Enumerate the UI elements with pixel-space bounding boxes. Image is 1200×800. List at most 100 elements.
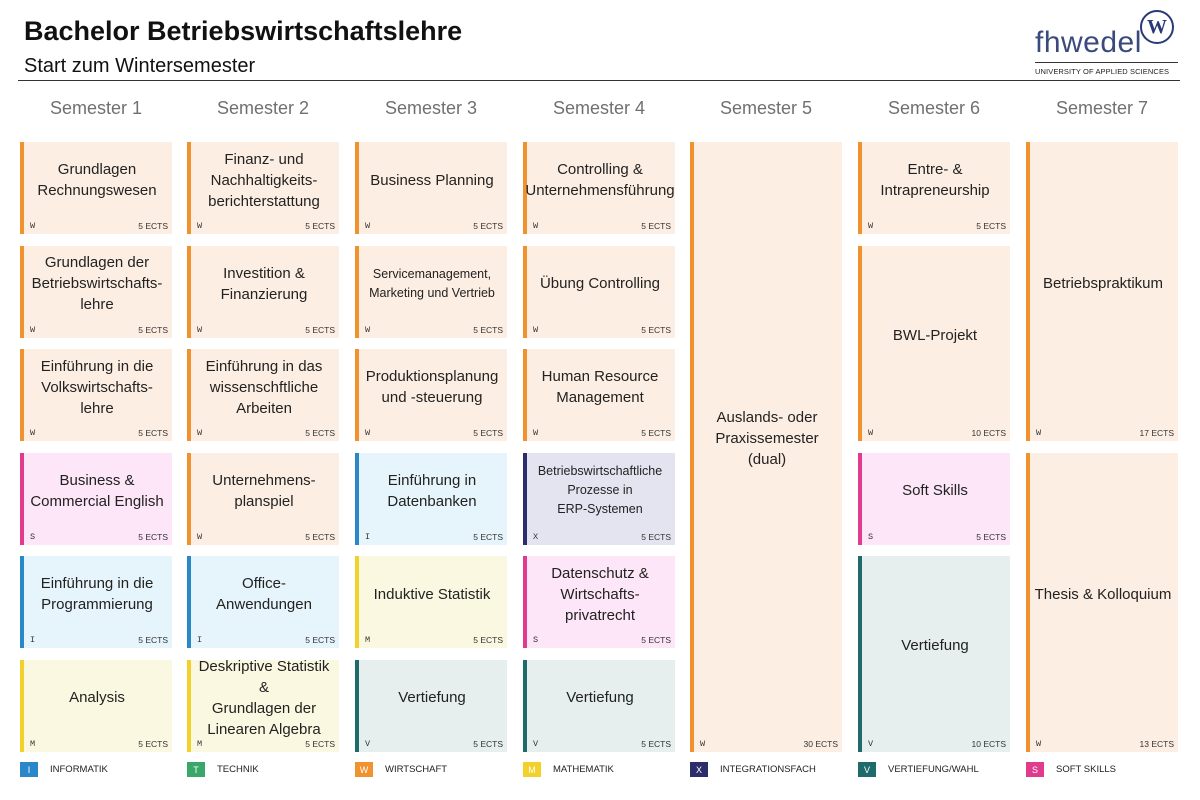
module-category-code: W <box>533 428 539 438</box>
module-cell: Human Resource Management W 5 ECTS <box>523 349 675 441</box>
legend-swatch: W <box>355 762 373 777</box>
category-bar <box>858 142 862 234</box>
category-bar <box>1026 452 1030 752</box>
module-name: Einführung in das wissenschftliche Arbei… <box>205 357 323 417</box>
module-name: Investition & Finanzierung <box>220 264 308 303</box>
category-bar <box>187 142 191 234</box>
module-cell: Vertiefung V 5 ECTS <box>355 659 507 752</box>
module-cell: Einführung in das wissenschftliche Arbei… <box>187 349 339 441</box>
module-category-code: M <box>365 635 371 645</box>
module-name: Vertiefung <box>901 637 969 655</box>
module-category-code: W <box>30 324 36 335</box>
category-bar <box>187 245 191 338</box>
category-bar <box>523 556 527 648</box>
module-cell: Controlling & Unternehmensführung W 5 ECTS <box>523 142 675 234</box>
module-name: Datenschutz & Wirtschafts- privatrecht <box>551 564 649 624</box>
module-cell: Betriebspraktikum W 17 ECTS <box>1026 142 1178 441</box>
module-category-code: V <box>868 738 874 749</box>
category-bar <box>187 349 191 441</box>
module-name: Unternehmens- planspiel <box>212 471 316 510</box>
module-name: Produktionsplanung und -steuerung <box>365 368 499 406</box>
module-name: Human Resource Management <box>541 368 659 406</box>
module-name: Office-Anwendungen <box>216 575 312 613</box>
semester-header-4: Semester 4 <box>552 98 646 118</box>
module-cell: Betriebswirtschaftliche Prozesse in ERP-… <box>523 452 675 545</box>
module-ects: 5 ECTS <box>641 221 671 231</box>
module-ects: 5 ECTS <box>641 635 671 645</box>
module-category-code: W <box>197 221 203 231</box>
module-name: BWL-Projekt <box>892 326 978 344</box>
module-category-code: W <box>365 428 371 438</box>
module-name: Betriebswirtschaftliche Prozesse in ERP-… <box>537 464 663 516</box>
module-category-code: M <box>30 738 36 749</box>
module-name: Übung Controlling <box>539 275 661 292</box>
module-name: Controlling & Unternehmensführung <box>525 161 675 199</box>
module-name: Auslands- oder Praxissemester (dual) <box>715 409 819 469</box>
category-bar <box>355 556 359 648</box>
module-category-code: W <box>1036 738 1042 749</box>
module-ects: 5 ECTS <box>305 635 335 645</box>
module-ects: 5 ECTS <box>305 428 335 438</box>
module-cell: Office-Anwendungen I 5 ECTS <box>187 556 339 648</box>
logo-divider <box>1035 62 1178 63</box>
module-name: Entre- & Intrapreneurship <box>880 161 990 199</box>
category-bar <box>20 556 24 648</box>
semester-header-7: Semester 7 <box>1055 98 1149 118</box>
semester-header-2: Semester 2 <box>216 98 310 118</box>
module-name: Finanz- und Nachhaltigkeits- berichterst… <box>208 150 320 210</box>
module-name: Thesis & Kolloquium <box>1034 585 1172 603</box>
module-category-code: W <box>868 221 874 231</box>
module-cell: Vertiefung V 5 ECTS <box>523 659 675 752</box>
legend-swatch: T <box>187 762 205 777</box>
category-bar <box>523 452 527 545</box>
category-bar <box>355 142 359 234</box>
module-category-code: W <box>30 221 36 231</box>
module-cell: Produktionsplanung und -steuerung W 5 ECTS <box>355 349 507 441</box>
module-category-code: W <box>365 221 371 231</box>
module-cell: Induktive Statistik M 5 ECTS <box>355 556 507 648</box>
legend-swatch: I <box>20 762 38 777</box>
module-name: Business & Commercial English <box>30 471 164 510</box>
module-ects: 5 ECTS <box>138 635 168 645</box>
legend-swatch: X <box>690 762 708 777</box>
module-name: Grundlagen der Betriebswirtschafts- lehr… <box>31 254 163 313</box>
header-divider <box>18 80 1180 81</box>
category-bar <box>187 452 191 545</box>
module-ects: 5 ECTS <box>473 428 503 438</box>
category-bar <box>858 452 862 545</box>
category-bar <box>690 142 694 752</box>
semester-header-5: Semester 5 <box>719 98 813 118</box>
module-name: Analysis <box>69 689 125 706</box>
page-subtitle: Start zum Wintersemester <box>24 55 256 77</box>
module-ects: 5 ECTS <box>641 324 671 335</box>
module-category-code: W <box>1036 428 1042 438</box>
module-name: Grundlagen Rechnungswesen <box>37 161 157 199</box>
category-bar <box>523 142 527 234</box>
module-category-code: W <box>533 324 539 335</box>
category-bar <box>187 556 191 648</box>
module-ects: 5 ECTS <box>641 531 671 542</box>
category-bar <box>523 659 527 752</box>
module-ects: 10 ECTS <box>971 738 1007 749</box>
module-cell: Grundlagen der Betriebswirtschafts- lehr… <box>20 245 172 338</box>
legend-label: SOFT SKILLS <box>1056 764 1117 775</box>
module-name: Deskriptive Statistik & Grundlagen der L… <box>198 657 330 738</box>
module-category-code: W <box>197 531 203 542</box>
legend-label: VERTIEFUNG/WAHL <box>888 764 979 775</box>
category-bar <box>20 142 24 234</box>
module-category-code: W <box>30 428 36 438</box>
module-cell: Datenschutz & Wirtschafts- privatrecht S 5… <box>523 556 675 648</box>
module-ects: 10 ECTS <box>971 428 1007 438</box>
module-name: Betriebspraktikum <box>1042 275 1164 292</box>
module-ects: 5 ECTS <box>473 635 503 645</box>
module-category-code: V <box>533 738 539 749</box>
module-ects: 5 ECTS <box>305 531 335 542</box>
module-category-code: S <box>533 635 539 645</box>
legend-swatch: V <box>858 762 876 777</box>
module-category-code: I <box>365 531 371 542</box>
module-category-code: I <box>30 635 36 645</box>
module-name: Servicemanagement, Marketing und Vertrie… <box>369 266 495 300</box>
legend-label: INFORMATIK <box>50 764 108 775</box>
module-ects: 5 ECTS <box>138 428 168 438</box>
category-bar <box>355 349 359 441</box>
